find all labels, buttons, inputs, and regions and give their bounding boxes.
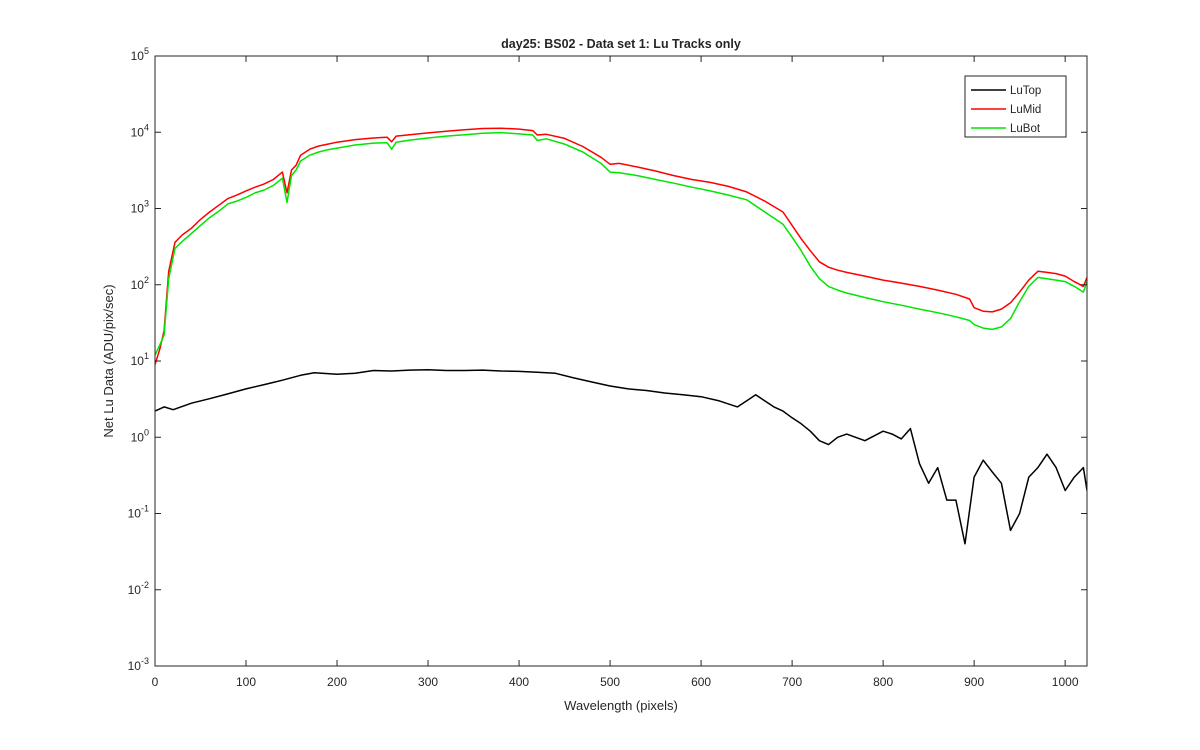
- y-tick-exponent: -2: [141, 580, 149, 590]
- legend-label: LuTop: [1010, 85, 1041, 97]
- x-tick-label: 0: [152, 675, 159, 689]
- y-tick-label: 103: [131, 199, 149, 216]
- y-tick-label: 10-2: [128, 580, 149, 597]
- y-tick-exponent: 4: [144, 122, 149, 132]
- y-tick-exponent: 1: [144, 351, 149, 361]
- y-tick-label: 105: [131, 46, 149, 63]
- y-tick-label: 102: [131, 275, 149, 292]
- y-tick-exponent: 5: [144, 46, 149, 56]
- x-axis: 0 100 200 300 400 500 600 700 800 900 1000: [152, 56, 1079, 689]
- legend[interactable]: LuTop LuMid LuBot: [964, 75, 1067, 138]
- x-tick-label: 600: [691, 675, 711, 689]
- y-tick-base: 10: [131, 49, 145, 63]
- y-tick-base: 10: [131, 430, 145, 444]
- x-tick-label: 700: [782, 675, 802, 689]
- legend-box: [964, 75, 1067, 138]
- chart-title: day25: BS02 - Data set 1: Lu Tracks only: [501, 37, 741, 51]
- x-tick-label: 500: [600, 675, 620, 689]
- y-tick-exponent: -1: [141, 504, 149, 514]
- y-tick-exponent: 0: [144, 427, 149, 437]
- x-tick-label: 300: [418, 675, 438, 689]
- x-tick-label: 100: [236, 675, 256, 689]
- y-tick-label: 104: [131, 122, 149, 139]
- y-tick-exponent: 3: [144, 199, 149, 209]
- y-tick-exponent: 2: [144, 275, 149, 285]
- y-tick-label: 100: [131, 427, 149, 444]
- y-tick-base: 10: [128, 583, 142, 597]
- legend-label: LuMid: [1010, 104, 1041, 116]
- series-layer: [155, 127, 1087, 545]
- series-line-lutop: [155, 368, 1087, 545]
- y-tick-base: 10: [131, 125, 145, 139]
- series-line-lumid: [155, 127, 1087, 365]
- x-axis-label: Wavelength (pixels): [564, 698, 678, 713]
- legend-label: LuBot: [1010, 123, 1041, 135]
- y-tick-base: 10: [131, 278, 145, 292]
- x-tick-label: 1000: [1052, 675, 1079, 689]
- plot-area: [155, 56, 1087, 666]
- series-line-lubot: [155, 131, 1087, 356]
- y-axis-label: Net Lu Data (ADU/pix/sec): [101, 284, 116, 437]
- y-tick-base: 10: [128, 659, 142, 673]
- y-tick-base: 10: [128, 507, 142, 521]
- x-tick-label: 200: [327, 675, 347, 689]
- y-tick-base: 10: [131, 354, 145, 368]
- y-tick-label: 10-3: [128, 656, 149, 673]
- y-tick-label: 101: [131, 351, 149, 368]
- x-tick-label: 800: [873, 675, 893, 689]
- y-tick-exponent: -3: [141, 656, 149, 666]
- x-tick-label: 400: [509, 675, 529, 689]
- y-tick-label: 10-1: [128, 504, 149, 521]
- y-tick-base: 10: [131, 202, 145, 216]
- x-tick-label: 900: [964, 675, 984, 689]
